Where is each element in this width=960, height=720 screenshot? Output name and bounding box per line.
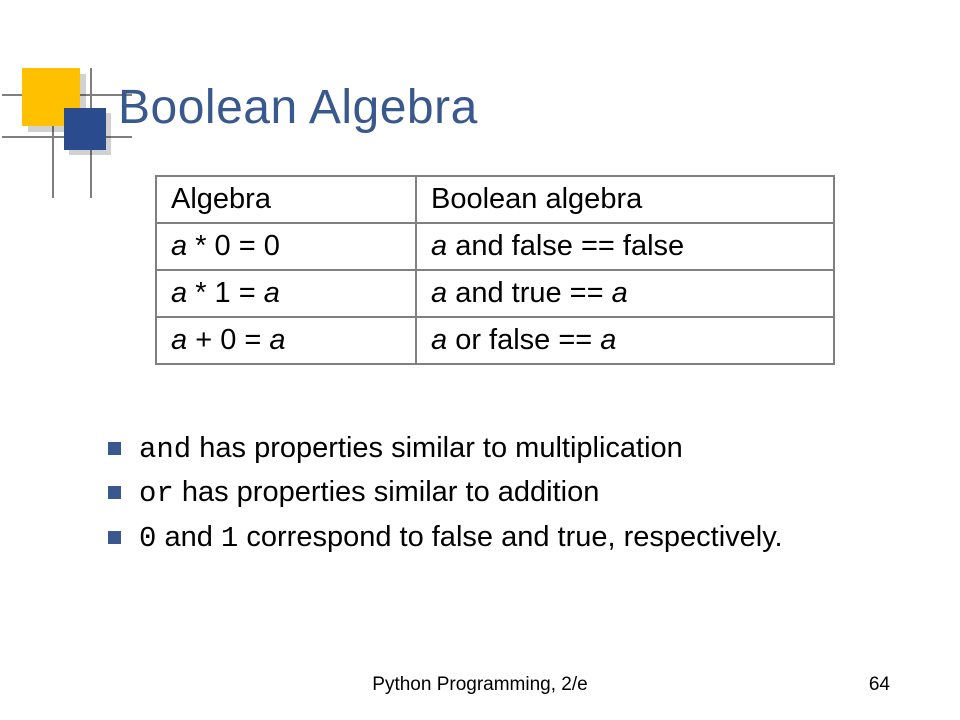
footer-text: Python Programming, 2/e	[0, 674, 960, 696]
slide-title: Boolean Algebra	[118, 80, 478, 135]
table-header-row: Algebra Boolean algebra	[156, 176, 834, 223]
table-cell-boolean: a or false == a	[416, 317, 834, 364]
decoration-square-blue	[64, 108, 106, 150]
table-row: a * 1 = a a and true == a	[156, 270, 834, 317]
table-header-algebra: Algebra	[156, 176, 416, 223]
table-row: a + 0 = a a or false == a	[156, 317, 834, 364]
bullet-item: and has properties similar to multiplica…	[108, 430, 878, 468]
table-cell-algebra: a * 0 = 0	[156, 223, 416, 270]
bullet-marker-icon	[108, 531, 121, 544]
bullet-text: or has properties similar to addition	[139, 474, 599, 512]
bullet-item: 0 and 1 correspond to false and true, re…	[108, 519, 878, 557]
table-header-boolean: Boolean algebra	[416, 176, 834, 223]
bullet-marker-icon	[108, 442, 121, 455]
table-cell-boolean: a and true == a	[416, 270, 834, 317]
bullet-text: and has properties similar to multiplica…	[139, 430, 683, 468]
page-number: 64	[869, 674, 890, 696]
bullet-list: and has properties similar to multiplica…	[108, 430, 878, 563]
table-cell-algebra: a * 1 = a	[156, 270, 416, 317]
bullet-marker-icon	[108, 486, 121, 499]
bullet-text: 0 and 1 correspond to false and true, re…	[139, 519, 783, 557]
table-cell-algebra: a + 0 = a	[156, 317, 416, 364]
bullet-item: or has properties similar to addition	[108, 474, 878, 512]
table-row: a * 0 = 0 a and false == false	[156, 223, 834, 270]
corner-decoration	[2, 68, 132, 198]
slide: Boolean Algebra Algebra Boolean algebra …	[0, 0, 960, 720]
comparison-table: Algebra Boolean algebra a * 0 = 0 a and …	[155, 175, 835, 365]
table-cell-boolean: a and false == false	[416, 223, 834, 270]
